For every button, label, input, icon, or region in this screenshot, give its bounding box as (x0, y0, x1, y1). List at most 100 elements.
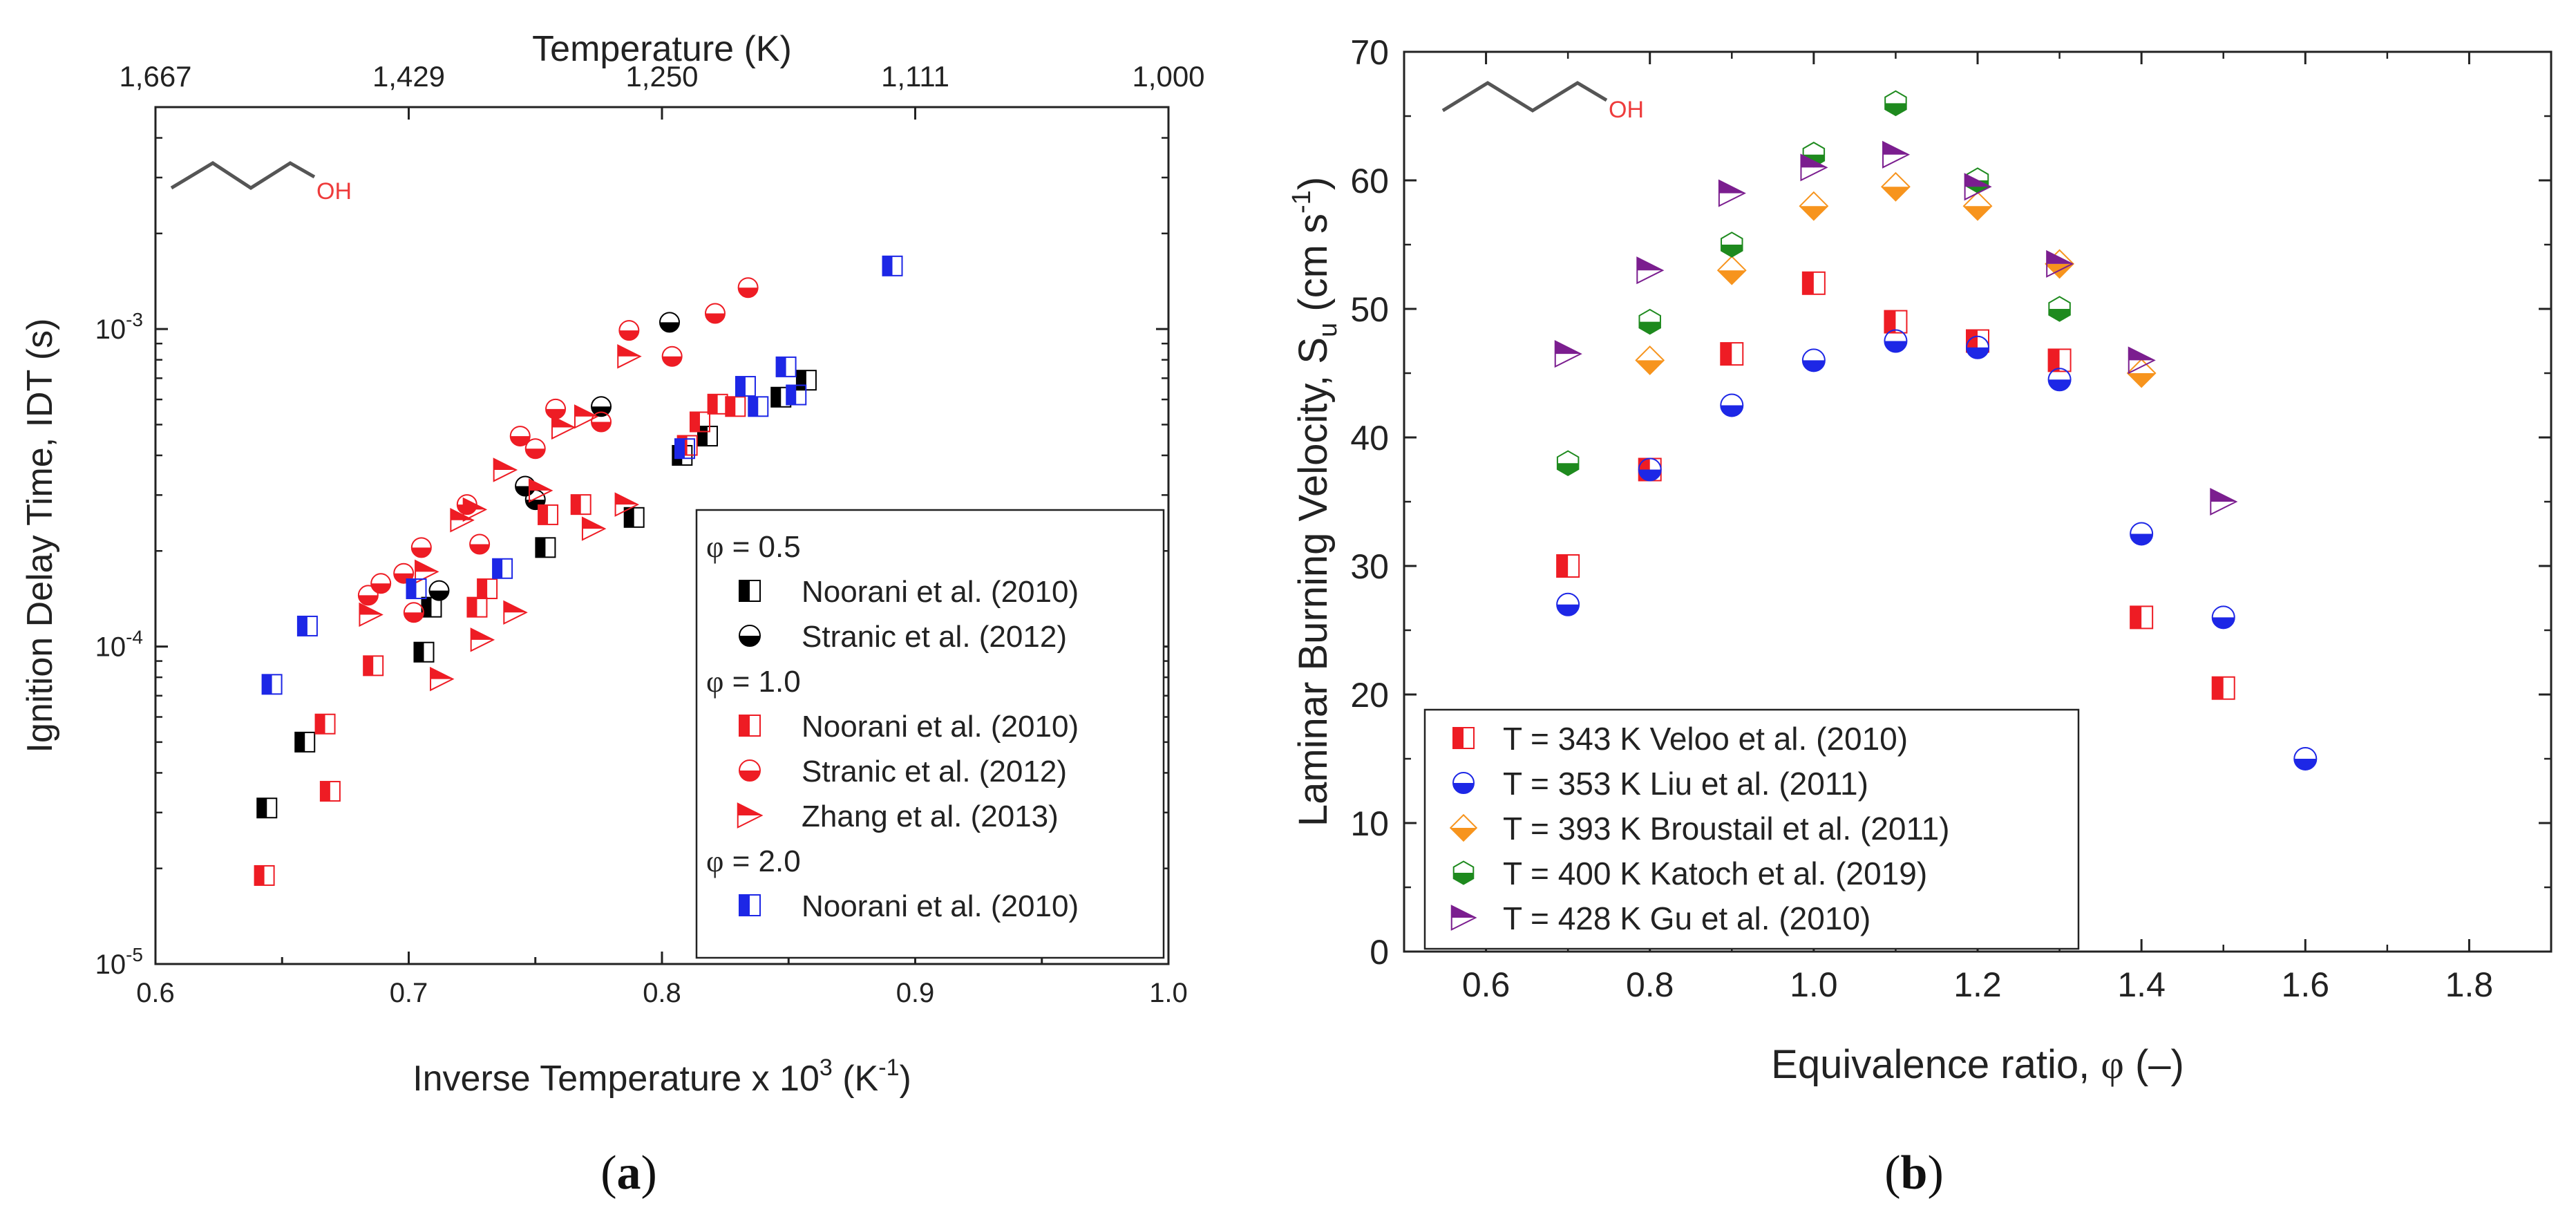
data-point-b-s1 (1884, 329, 1908, 353)
data-point-a-s0 (413, 641, 435, 663)
data-point-b-s3 (1638, 308, 1661, 335)
legend-group-header-a: φ = 1.0 (706, 665, 801, 699)
data-point-a-s1 (428, 580, 450, 601)
data-point-a-s4 (614, 492, 640, 517)
data-point-a-s2 (707, 393, 728, 415)
data-point-b-s1 (2211, 605, 2235, 630)
panel-label-b: (b) (1884, 1146, 1944, 1200)
data-point-a-s2 (477, 578, 498, 600)
data-point-a-s4 (503, 600, 528, 625)
data-point-a-s4 (430, 666, 455, 692)
data-point-a-s5 (748, 396, 769, 417)
legend-label-b: T = 400 K Katoch et al. (2019) (1503, 856, 1927, 891)
panel-label-a: (a) (600, 1146, 657, 1200)
data-point-a-s3 (403, 602, 424, 623)
data-point-a-s4 (528, 478, 553, 503)
panel-a: OH Temperature (K) Inverse Temperature x… (20, 29, 1205, 1200)
data-point-a-s4 (462, 497, 488, 522)
x-tick-label-b: 1.6 (2282, 965, 2330, 1004)
top-tick-label-a: 1,111 (881, 60, 949, 93)
data-point-b-s1 (2047, 368, 2072, 392)
data-point-a-s4 (415, 559, 439, 585)
data-point-b-s3 (2048, 296, 2071, 322)
y-axis-title-a: Ignition Delay Time, IDT (s) (20, 318, 60, 753)
data-point-b-s0 (2047, 348, 2072, 372)
data-point-a-s5 (735, 376, 756, 397)
legend-box-b (1423, 708, 2080, 950)
x-tick-label-a: 0.7 (390, 978, 428, 1008)
legend-b: T = 343 K Veloo et al. (2010) T = 353 K L… (1423, 708, 2080, 950)
data-point-a-s2 (319, 781, 341, 802)
top-tick-label-a: 1,250 (625, 60, 698, 93)
data-point-b-s3 (1884, 90, 1907, 117)
legend-box-a (695, 509, 1165, 959)
data-point-b-s1 (2130, 522, 2154, 546)
top-axis-title-a: Temperature (K) (532, 29, 792, 69)
data-point-b-s0 (1556, 554, 1580, 578)
x-tick-label-b: 0.6 (1462, 965, 1510, 1004)
y-tick-label-a: 10-5 (95, 944, 143, 980)
data-point-a-s3 (737, 277, 759, 299)
y-tick-label-b: 70 (1350, 33, 1389, 72)
top-tick-label-a: 1,667 (119, 60, 191, 93)
y-tick-label-a: 10-4 (95, 627, 143, 663)
legend-marker-b (1449, 813, 1478, 842)
legend-marker-a (739, 715, 761, 737)
y-tick-label-a: 10-3 (95, 309, 143, 345)
data-point-a-s4 (470, 627, 495, 652)
data-point-a-s3 (661, 346, 683, 367)
y-tick-label-b: 20 (1350, 676, 1389, 715)
top-tick-label-a: 1,000 (1132, 60, 1204, 93)
data-point-b-s1 (1966, 335, 1989, 359)
data-point-b-s2 (1716, 255, 1747, 285)
data-point-a-s3 (357, 585, 379, 606)
data-point-a-s3 (524, 438, 546, 460)
data-point-a-s4 (617, 344, 642, 369)
legend-marker-b (1452, 727, 1475, 749)
data-point-b-s1 (1638, 457, 1662, 482)
data-point-b-s2 (1962, 191, 1993, 221)
x-tick-label-b: 1.4 (2117, 965, 2166, 1004)
x-tick-label-b: 1.0 (1790, 965, 1838, 1004)
data-point-b-s1 (1720, 393, 1744, 417)
data-point-b-s1 (1801, 348, 1826, 372)
data-point-b-s2 (1881, 171, 1911, 202)
y-tick-label-b: 0 (1370, 933, 1389, 972)
x-tick-label-b: 1.8 (2445, 965, 2494, 1004)
y-tick-label-b: 30 (1350, 547, 1389, 586)
y-tick-label-b: 40 (1350, 419, 1389, 457)
data-point-a-s5 (674, 438, 695, 460)
data-point-a-s4 (359, 602, 383, 627)
y-tick-label-b: 10 (1350, 804, 1389, 843)
data-point-b-s4 (2046, 249, 2074, 278)
legend-marker-b (1452, 860, 1475, 885)
legend-marker-a (739, 759, 761, 782)
data-point-b-s3 (1721, 231, 1743, 258)
x-tick-label-a: 1.0 (1149, 978, 1188, 1008)
x-tick-label-a: 0.9 (896, 978, 935, 1008)
y-axis-title-b: Laminar Burning Velocity, Su (cm s-1) (1287, 177, 1343, 826)
x-tick-label-a: 0.6 (136, 978, 175, 1008)
data-point-a-s2 (570, 494, 591, 516)
data-point-b-s0 (2211, 676, 2235, 700)
data-point-a-s4 (551, 415, 576, 440)
data-point-b-s4 (1636, 256, 1665, 285)
legend-label-b: T = 353 K Liu et al. (2011) (1503, 766, 1868, 802)
data-point-b-s4 (1800, 153, 1828, 182)
data-point-a-s2 (689, 411, 710, 433)
data-point-b-s0 (1884, 310, 1908, 334)
x-tick-label-b: 0.8 (1626, 965, 1674, 1004)
data-point-b-s4 (1554, 340, 1582, 368)
data-point-a-s2 (363, 655, 384, 677)
legend-label-a: Noorani et al. (2010) (802, 575, 1079, 609)
data-point-a-s1 (591, 396, 612, 417)
data-point-a-s0 (294, 731, 316, 753)
legend-group-header-a: φ = 2.0 (706, 844, 801, 878)
data-point-a-s2 (254, 864, 275, 886)
legend-marker-b (1450, 905, 1477, 931)
data-point-a-s3 (469, 533, 491, 555)
legend-marker-a (739, 580, 761, 602)
legend-label-a: Stranic et al. (2012) (802, 620, 1067, 654)
data-point-a-s5 (882, 255, 903, 276)
data-point-b-s4 (1882, 140, 1911, 169)
